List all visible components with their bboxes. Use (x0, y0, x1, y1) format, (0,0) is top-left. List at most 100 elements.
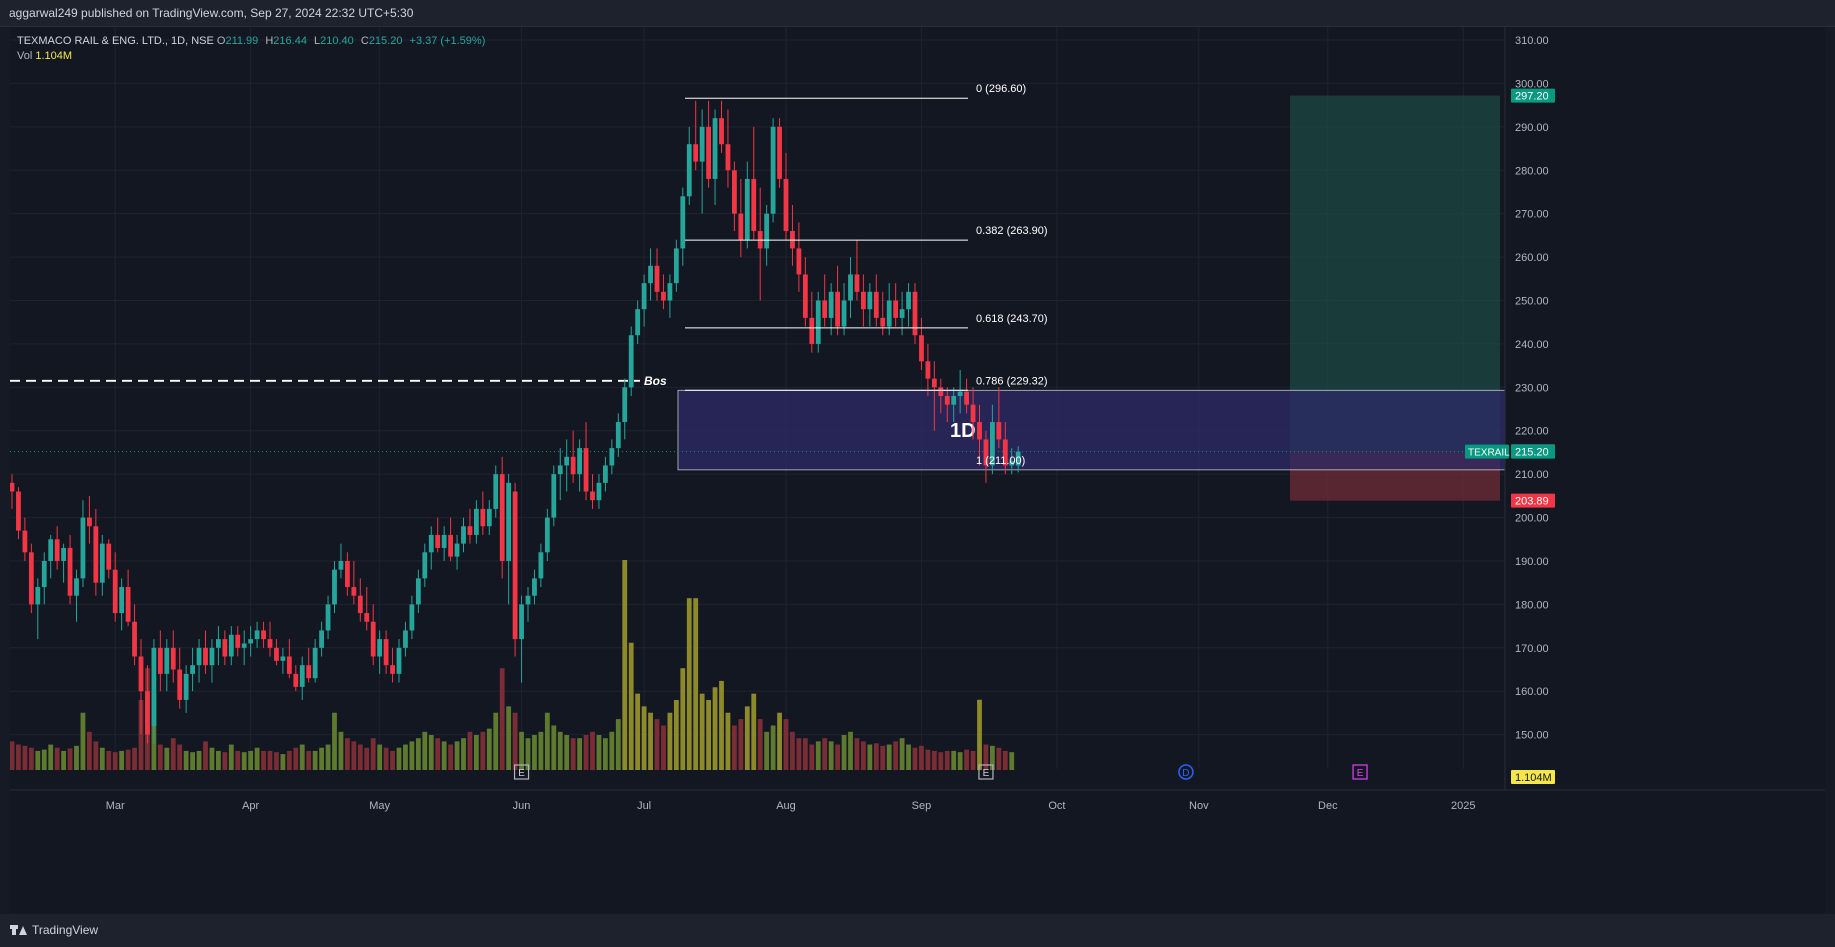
candle-body (557, 465, 563, 475)
volume-bar (286, 750, 292, 770)
candle-body (667, 283, 673, 301)
price-chart[interactable]: 1D Bos 0 (296.60) 0.382 (263.90) 0.618 (243.… (10, 27, 1825, 913)
volume-bar (222, 752, 228, 770)
candle-body (190, 665, 195, 674)
candle-body (957, 391, 963, 397)
volume-bar (983, 744, 989, 770)
candle-body (383, 639, 389, 666)
volume-bar (751, 693, 757, 770)
candle-body (925, 361, 931, 379)
candle-body (409, 604, 415, 631)
candle-body (938, 387, 944, 397)
candle-body (377, 639, 383, 657)
volume-bar (80, 712, 86, 770)
candle-body (661, 291, 666, 301)
candle-body (641, 283, 647, 310)
candle-body (16, 491, 21, 531)
candle-body (764, 213, 770, 249)
y-tick-label: 200.00 (1515, 513, 1549, 525)
symbol-name[interactable]: TEXMACO RAIL & ENG. LTD., 1D, NSE (17, 35, 214, 47)
candle-body (332, 569, 337, 605)
candle-body (319, 630, 324, 648)
volume-bar (99, 747, 105, 770)
volume-value: 1.104M (35, 50, 73, 62)
candle-body (461, 526, 466, 544)
volume-bar (693, 598, 699, 770)
volume-bar (635, 693, 641, 770)
volume-bar (390, 750, 395, 770)
volume-bar (551, 725, 557, 770)
candle-body (241, 643, 247, 648)
low-label: L (314, 35, 321, 47)
x-tick-label: Mar (106, 800, 125, 812)
volume-bar (312, 750, 318, 770)
close-label: C (360, 35, 369, 47)
candle-body (345, 560, 350, 588)
x-tick-label: Jul (637, 800, 651, 812)
volume-bar (925, 749, 931, 770)
dividend-marker (1178, 764, 1194, 780)
volume-bar (125, 749, 131, 770)
candle-body (506, 482, 512, 561)
candle-body (370, 621, 376, 657)
candle-body (686, 144, 692, 197)
y-tick-label: 160.00 (1515, 686, 1549, 698)
volume-bar (938, 752, 944, 770)
candle-body (235, 634, 241, 648)
volume-bar (977, 699, 982, 770)
volume-bar (112, 752, 118, 770)
volume-bar (757, 719, 763, 770)
tradingview-brand[interactable]: TradingView (10, 923, 98, 937)
volume-bar (280, 754, 286, 770)
candle-body (80, 517, 86, 579)
volume-bar (486, 728, 492, 770)
volume-bar (461, 738, 466, 770)
candle-body (267, 639, 273, 648)
candle-body (428, 534, 434, 553)
candle-body (306, 665, 312, 679)
candle-body (183, 673, 189, 700)
volume-bar (970, 750, 976, 770)
y-tick-label: 170.00 (1515, 643, 1549, 655)
volume-bar (306, 750, 312, 770)
candle-body (861, 291, 866, 310)
volume-bar (854, 738, 860, 770)
candle-body (809, 317, 815, 344)
volume-bar (867, 744, 873, 770)
candle-body (1009, 461, 1015, 466)
volume-bar (583, 735, 589, 770)
volume-bar (132, 747, 137, 770)
volume-bar (815, 741, 821, 770)
event-label: E (518, 768, 525, 779)
candle-body (673, 248, 679, 284)
volume-bar (712, 687, 718, 770)
volume-bar (996, 747, 1002, 770)
volume-bar (590, 731, 595, 770)
volume-bar (177, 744, 183, 770)
volume-bar (725, 712, 731, 770)
candle-body (112, 569, 118, 614)
volume-bar (557, 731, 563, 770)
candle-body (390, 665, 395, 674)
candle-body (435, 534, 441, 548)
candle-body (970, 404, 976, 423)
candle-body (615, 422, 621, 449)
volume-bar (16, 744, 21, 770)
candle-body (964, 391, 969, 405)
volume-bar (615, 719, 621, 770)
volume-bar (719, 680, 724, 770)
volume-bar (706, 700, 711, 770)
candle-body (499, 474, 505, 561)
candle-body (454, 543, 460, 557)
x-tick-label: Nov (1189, 800, 1209, 812)
candle-body (583, 448, 589, 492)
candle-body (157, 647, 163, 674)
candle-body (93, 526, 99, 583)
price-badge-label: 297.20 (1515, 91, 1549, 103)
fib-label: 0.382 (263.90) (976, 225, 1048, 237)
volume-bar (957, 752, 963, 770)
volume-bar (480, 731, 486, 770)
volume-bar (931, 750, 937, 770)
candle-body (770, 126, 776, 214)
chart-area[interactable]: 1D Bos 0 (296.60) 0.382 (263.90) 0.618 (243.… (10, 27, 1825, 913)
